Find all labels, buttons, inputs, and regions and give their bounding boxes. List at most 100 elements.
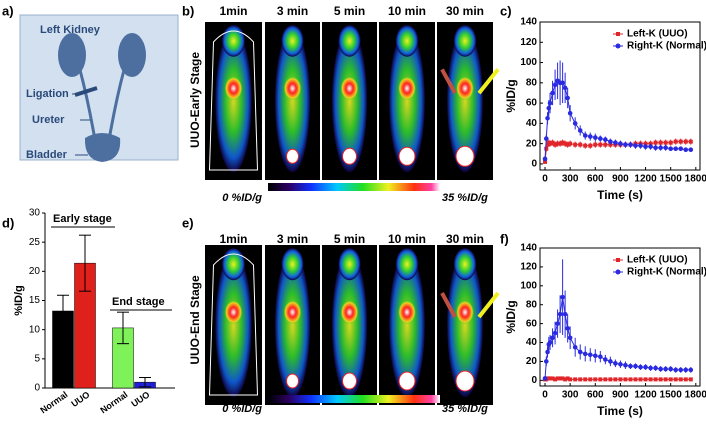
x-tick-label: UUO — [129, 389, 151, 409]
data-point — [628, 142, 633, 147]
y-tick-label: 20 — [29, 266, 41, 277]
mouse-head — [453, 25, 477, 57]
mouse-head — [222, 248, 245, 281]
bladder — [286, 148, 299, 164]
data-point — [568, 377, 573, 382]
data-point — [633, 143, 638, 148]
data-point — [587, 134, 593, 139]
data-point — [598, 354, 603, 359]
time-label: 3 min — [277, 4, 308, 18]
organ — [456, 76, 474, 101]
diagram-label: Bladder — [26, 149, 68, 161]
data-point — [582, 351, 588, 357]
time-label: 30 min — [446, 232, 484, 246]
data-point — [544, 146, 549, 151]
data-point — [668, 377, 673, 382]
data-point — [638, 143, 643, 148]
x-tick-label: 1200 — [634, 174, 657, 185]
data-point — [643, 144, 648, 149]
arrow — [477, 291, 500, 319]
organ — [398, 300, 416, 325]
data-point — [578, 142, 583, 147]
data-point — [548, 141, 553, 146]
colorbar-label: 0 %ID/g — [222, 403, 262, 415]
data-point — [573, 142, 578, 147]
data-point — [678, 377, 683, 382]
time-label: 1min — [219, 232, 247, 246]
data-point — [638, 364, 643, 370]
data-point — [568, 141, 573, 146]
data-point — [638, 377, 643, 382]
data-point — [688, 139, 693, 144]
data-point — [565, 326, 570, 331]
data-point — [588, 143, 593, 148]
data-point — [673, 367, 679, 373]
data-point — [648, 365, 653, 371]
mouse-body — [331, 253, 368, 397]
data-point — [603, 357, 608, 362]
data-point — [543, 159, 548, 164]
x-tick-label: 0 — [542, 174, 548, 185]
data-point — [608, 359, 613, 364]
data-point — [603, 377, 608, 382]
data-point — [550, 90, 555, 96]
bladder — [455, 145, 475, 167]
data-point — [688, 147, 694, 153]
bladder — [342, 372, 357, 390]
data-point — [552, 330, 558, 336]
arrow — [440, 292, 457, 318]
x-tick-label: 1500 — [660, 390, 683, 401]
time-label: 3 min — [277, 232, 308, 246]
data-point — [555, 376, 560, 381]
mouse-body — [389, 253, 425, 397]
data-point — [618, 377, 623, 382]
y-axis-label: %ID/g — [504, 300, 518, 333]
data-point — [553, 377, 558, 382]
mouse-head — [338, 25, 361, 57]
y-tick-label: 20 — [526, 356, 538, 367]
mouse-head — [222, 25, 245, 57]
y-tick-label: 40 — [526, 337, 538, 348]
data-point — [577, 128, 583, 133]
mouse-body — [215, 253, 252, 397]
data-point — [582, 133, 588, 138]
panel-label: c) — [500, 3, 512, 18]
y-tick-label: 0 — [531, 375, 537, 386]
x-tick-label: 1800 — [685, 174, 706, 185]
data-point — [683, 139, 688, 144]
panel-label: a) — [2, 3, 14, 18]
data-point — [547, 340, 553, 345]
colorbar-label: 0 %ID/g — [222, 192, 262, 204]
colorbar-label: 35 %ID/g — [442, 192, 488, 204]
data-point — [560, 80, 565, 86]
y-tick-label: 20 — [526, 138, 538, 149]
mouse-head — [453, 248, 477, 281]
organ — [340, 76, 359, 101]
bladder — [342, 147, 357, 165]
diagram-label: Ligation — [26, 88, 69, 100]
x-axis-label: Time (s) — [597, 404, 643, 418]
data-point — [623, 377, 628, 382]
organ — [340, 300, 359, 325]
y-tick-label: 5 — [34, 353, 40, 364]
data-point — [658, 140, 663, 145]
x-tick-label: 0 — [542, 390, 548, 401]
annotation: End stage — [112, 296, 165, 308]
data-point — [643, 377, 648, 382]
data-point — [663, 366, 668, 372]
data-point — [633, 363, 638, 369]
mouse-outline — [208, 30, 259, 171]
organ — [283, 300, 302, 325]
data-point — [543, 136, 549, 141]
data-point — [678, 139, 683, 144]
data-point — [663, 377, 668, 382]
data-point — [633, 377, 638, 382]
legend-label: Right-K (Normal) — [627, 41, 706, 52]
data-point — [592, 353, 598, 359]
data-point — [618, 141, 623, 146]
organ — [283, 76, 302, 101]
bladder — [455, 370, 475, 392]
time-label: 5 min — [334, 232, 365, 246]
data-point — [542, 376, 548, 381]
data-point — [613, 140, 618, 145]
